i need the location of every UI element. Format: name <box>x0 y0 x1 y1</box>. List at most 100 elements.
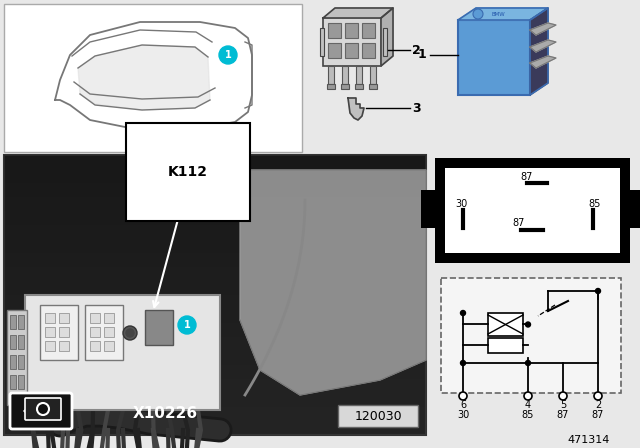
FancyBboxPatch shape <box>4 295 426 309</box>
Text: 6: 6 <box>460 400 466 410</box>
FancyBboxPatch shape <box>10 393 72 429</box>
Circle shape <box>461 310 465 315</box>
FancyBboxPatch shape <box>18 315 24 329</box>
FancyBboxPatch shape <box>18 375 24 389</box>
Polygon shape <box>530 56 556 68</box>
FancyBboxPatch shape <box>445 168 620 253</box>
FancyBboxPatch shape <box>4 407 426 421</box>
FancyBboxPatch shape <box>10 335 16 349</box>
Polygon shape <box>530 40 556 52</box>
FancyBboxPatch shape <box>458 20 530 95</box>
Text: 85: 85 <box>589 199 601 209</box>
Text: 30: 30 <box>457 410 469 420</box>
FancyBboxPatch shape <box>85 305 123 360</box>
Text: 1: 1 <box>225 50 232 60</box>
FancyBboxPatch shape <box>328 43 341 58</box>
FancyBboxPatch shape <box>90 341 100 351</box>
Text: 87: 87 <box>557 410 569 420</box>
Circle shape <box>37 403 49 415</box>
FancyBboxPatch shape <box>421 190 436 228</box>
Text: 1: 1 <box>184 320 190 330</box>
FancyBboxPatch shape <box>104 327 114 337</box>
FancyBboxPatch shape <box>383 28 387 56</box>
Text: BMW: BMW <box>491 12 505 17</box>
Circle shape <box>594 392 602 400</box>
FancyBboxPatch shape <box>59 327 69 337</box>
FancyBboxPatch shape <box>4 239 426 253</box>
Polygon shape <box>240 170 426 395</box>
Circle shape <box>459 392 467 400</box>
FancyBboxPatch shape <box>4 183 426 197</box>
Circle shape <box>525 322 531 327</box>
Text: 30: 30 <box>455 199 467 209</box>
FancyBboxPatch shape <box>345 43 358 58</box>
FancyBboxPatch shape <box>25 295 220 410</box>
Text: 1: 1 <box>417 48 426 61</box>
FancyBboxPatch shape <box>4 281 426 295</box>
Text: 4: 4 <box>525 400 531 410</box>
FancyBboxPatch shape <box>40 305 78 360</box>
FancyBboxPatch shape <box>4 309 426 323</box>
Polygon shape <box>458 8 548 20</box>
FancyBboxPatch shape <box>4 155 426 435</box>
Circle shape <box>524 392 532 400</box>
Polygon shape <box>530 8 548 95</box>
FancyBboxPatch shape <box>145 310 173 345</box>
Circle shape <box>123 326 137 340</box>
FancyBboxPatch shape <box>10 355 16 369</box>
FancyBboxPatch shape <box>4 365 426 379</box>
FancyBboxPatch shape <box>435 158 630 263</box>
Text: X10226: X10226 <box>132 405 198 421</box>
FancyBboxPatch shape <box>10 375 16 389</box>
FancyBboxPatch shape <box>7 310 27 405</box>
FancyBboxPatch shape <box>320 28 324 56</box>
FancyBboxPatch shape <box>355 84 363 89</box>
Text: 3: 3 <box>412 102 420 115</box>
FancyBboxPatch shape <box>356 66 362 84</box>
Polygon shape <box>323 8 393 18</box>
FancyBboxPatch shape <box>327 84 335 89</box>
FancyBboxPatch shape <box>4 393 426 407</box>
FancyBboxPatch shape <box>369 84 377 89</box>
FancyBboxPatch shape <box>4 4 302 152</box>
Circle shape <box>126 329 134 337</box>
FancyBboxPatch shape <box>45 327 55 337</box>
FancyBboxPatch shape <box>345 23 358 38</box>
FancyBboxPatch shape <box>4 197 426 211</box>
Text: 5: 5 <box>560 400 566 410</box>
Circle shape <box>219 46 237 64</box>
FancyBboxPatch shape <box>629 190 640 228</box>
Text: 85: 85 <box>522 410 534 420</box>
FancyBboxPatch shape <box>4 337 426 351</box>
Text: 87: 87 <box>521 172 533 182</box>
FancyBboxPatch shape <box>362 43 375 58</box>
FancyBboxPatch shape <box>45 341 55 351</box>
FancyBboxPatch shape <box>18 335 24 349</box>
FancyBboxPatch shape <box>4 379 426 393</box>
FancyBboxPatch shape <box>338 405 418 427</box>
FancyBboxPatch shape <box>488 313 523 336</box>
FancyBboxPatch shape <box>104 341 114 351</box>
Circle shape <box>559 392 567 400</box>
FancyBboxPatch shape <box>4 421 426 435</box>
FancyBboxPatch shape <box>4 211 426 225</box>
FancyBboxPatch shape <box>59 313 69 323</box>
FancyBboxPatch shape <box>328 23 341 38</box>
FancyBboxPatch shape <box>4 253 426 267</box>
Circle shape <box>178 316 196 334</box>
FancyBboxPatch shape <box>4 351 426 365</box>
FancyBboxPatch shape <box>342 66 348 84</box>
Polygon shape <box>78 45 210 110</box>
Polygon shape <box>348 98 364 120</box>
FancyBboxPatch shape <box>4 323 426 337</box>
FancyBboxPatch shape <box>45 313 55 323</box>
Polygon shape <box>381 8 393 66</box>
FancyBboxPatch shape <box>441 278 621 393</box>
FancyBboxPatch shape <box>25 398 61 420</box>
Text: 87: 87 <box>513 218 525 228</box>
FancyBboxPatch shape <box>4 155 426 169</box>
Circle shape <box>525 361 531 366</box>
Text: 87: 87 <box>592 410 604 420</box>
FancyBboxPatch shape <box>328 66 334 84</box>
Text: 120030: 120030 <box>354 409 402 422</box>
